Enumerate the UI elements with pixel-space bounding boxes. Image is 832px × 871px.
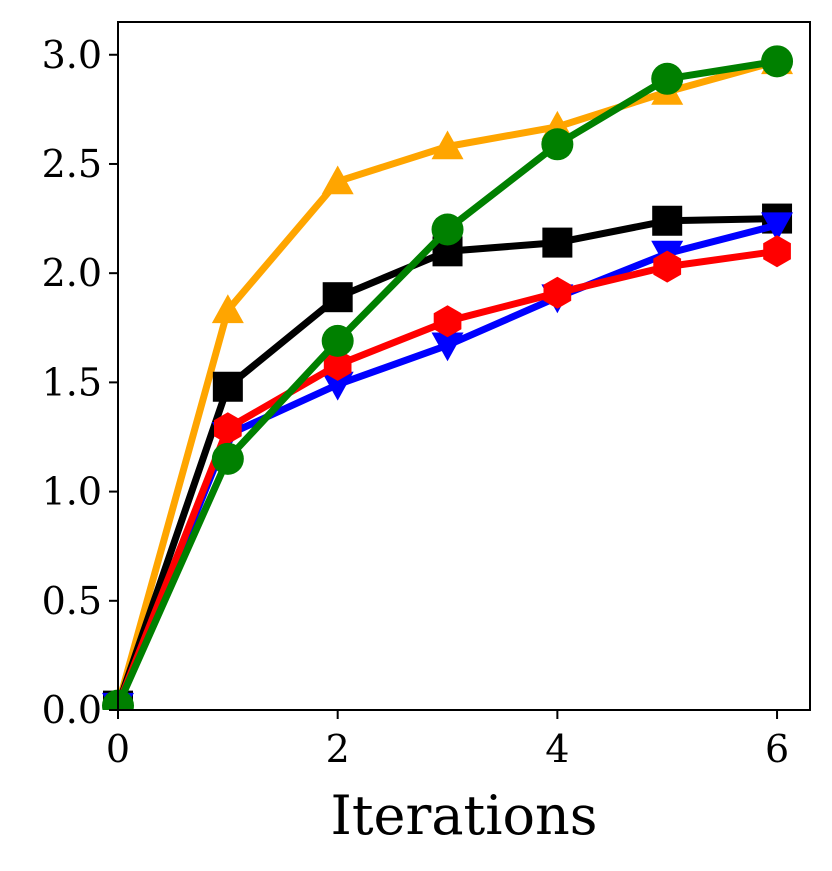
data-point-orange-triangle-up	[431, 130, 464, 160]
data-point-black-square	[652, 205, 683, 236]
data-point-blue-triangle-down	[321, 371, 354, 401]
data-point-red-hexagon	[653, 250, 682, 283]
y-tick-label: 0.0	[42, 688, 102, 732]
x-tick-label: 2	[326, 727, 350, 771]
data-point-green-circle	[541, 128, 574, 161]
x-tick-label: 6	[765, 727, 789, 771]
data-point-black-square	[212, 371, 243, 402]
data-point-red-hexagon	[543, 276, 572, 309]
x-tick-label: 0	[106, 727, 130, 771]
data-point-blue-triangle-down	[761, 212, 794, 242]
data-point-green-circle	[761, 45, 794, 78]
data-point-orange-triangle-up	[321, 165, 354, 195]
y-tick-label: 1.0	[42, 470, 102, 514]
data-point-red-hexagon	[214, 412, 242, 445]
data-point-red-hexagon	[433, 305, 462, 338]
data-point-red-hexagon	[763, 235, 791, 268]
x-tick-label: 4	[545, 727, 569, 771]
y-tick-label: 2.0	[42, 251, 102, 295]
y-tick-label: 3.0	[42, 33, 102, 77]
ticks-layer: 0 2 4 6 0.0 0.5 1.0 1.5 2.0 2.5 3.0	[42, 33, 790, 771]
data-point-black-square	[322, 282, 353, 313]
series-red-hexagon	[104, 235, 791, 710]
data-point-orange-triangle-up	[211, 294, 244, 324]
data-point-green-circle	[651, 62, 684, 95]
y-tick-label: 2.5	[42, 142, 102, 186]
y-tick-label: 1.5	[42, 360, 102, 404]
plot-frame	[117, 21, 811, 711]
data-point-green-circle	[431, 213, 464, 246]
y-tick-label: 0.5	[42, 579, 102, 623]
data-point-blue-triangle-down	[431, 332, 464, 362]
series-layer	[102, 45, 794, 710]
data-point-green-circle	[321, 324, 354, 357]
x-axis-title: Iterations	[331, 784, 598, 847]
data-point-black-square	[542, 227, 573, 258]
data-point-green-circle	[211, 442, 244, 475]
series-green-circle	[102, 45, 794, 710]
data-point-red-hexagon	[323, 348, 352, 381]
